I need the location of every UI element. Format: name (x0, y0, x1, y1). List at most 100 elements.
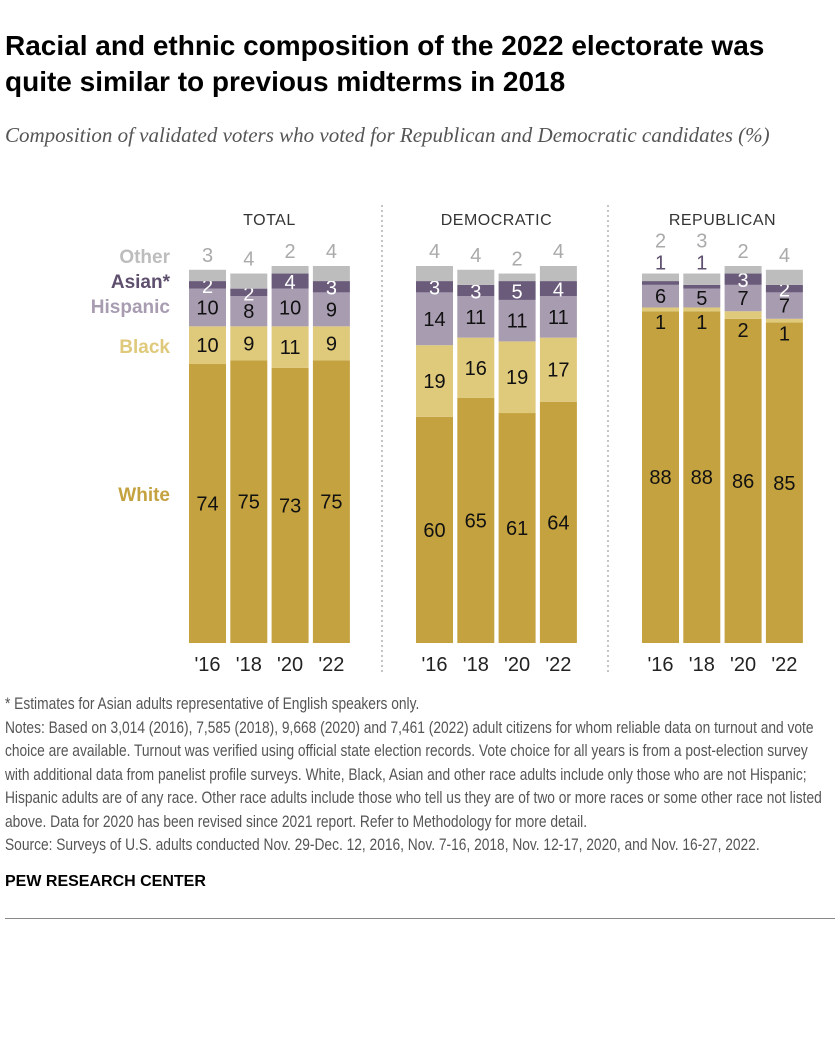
legend-label-white: White (118, 485, 170, 506)
bar-other (416, 266, 453, 282)
data-label-hispanic: 11 (465, 307, 486, 329)
bar-asian (724, 273, 762, 285)
bar-hispanic (765, 292, 803, 319)
x-tick-label: '22 (771, 654, 797, 676)
bar-other (765, 269, 803, 285)
data-label-other: 3 (696, 231, 707, 253)
bar-asian (189, 281, 226, 289)
bar-hispanic (230, 296, 268, 327)
bar-black (683, 307, 721, 312)
data-label-asian: 3 (326, 278, 337, 300)
bar-white (189, 364, 226, 643)
chart-header: Racial and ethnic composition of the 202… (5, 28, 835, 151)
x-tick-label: '22 (318, 654, 344, 676)
data-label-asian: 2 (779, 280, 790, 302)
x-tick-label: '18 (463, 654, 489, 676)
data-label-other: 3 (202, 245, 213, 267)
panel-title-total: TOTAL (243, 212, 296, 229)
bar-other (642, 273, 679, 282)
bar-black (271, 326, 309, 368)
bar-hispanic (683, 288, 721, 308)
bar-white (539, 401, 577, 643)
methodology-notes: Notes: Based on 3,014 (2016), 7,585 (201… (5, 718, 822, 831)
bar-asian (765, 284, 803, 293)
panel-title-democratic: DEMOCRATIC (441, 212, 552, 229)
bar-asian (271, 273, 309, 289)
bar-other (189, 269, 226, 282)
bar-white (457, 397, 495, 643)
data-label-white: 75 (238, 492, 260, 514)
bar-asian (642, 281, 679, 285)
stacked-bar-chart: WhiteBlackHispanicAsian*OtherTOTAL741010… (91, 205, 803, 676)
bar-white (683, 311, 721, 643)
data-label-hispanic: 7 (779, 296, 790, 318)
data-label-other: 4 (243, 249, 254, 271)
bar-black (416, 345, 453, 417)
data-label-black: 19 (423, 371, 445, 393)
data-label-black: 9 (243, 333, 254, 355)
data-label-hispanic: 14 (423, 309, 445, 331)
bar-other (724, 266, 762, 274)
bar-white (271, 367, 309, 643)
bar-white (312, 360, 350, 643)
data-label-white: 86 (732, 471, 754, 493)
bar-white (230, 360, 268, 643)
x-tick-label: '18 (689, 654, 715, 676)
data-label-black: 10 (196, 335, 218, 357)
bottom-rule (5, 917, 835, 919)
x-tick-label: '20 (730, 654, 756, 676)
data-label-other: 4 (779, 245, 790, 267)
data-label-white: 75 (320, 492, 342, 514)
bar-black (457, 337, 495, 398)
legend-label-asian: Asian* (111, 272, 171, 293)
bar-other (683, 273, 721, 285)
bar-other (230, 273, 268, 289)
panel-title-republican: REPUBLICAN (669, 212, 776, 229)
bar-black (724, 311, 762, 319)
bar-hispanic (498, 299, 536, 342)
data-label-hispanic: 9 (326, 299, 337, 321)
bar-white (724, 318, 762, 643)
bar-black (230, 326, 268, 361)
bar-hispanic (457, 296, 495, 338)
bar-hispanic (416, 292, 453, 346)
bar-asian (498, 281, 536, 300)
bar-other (539, 266, 577, 282)
data-label-black: 2 (738, 320, 749, 342)
bar-white (498, 413, 536, 643)
pew-logo-text: PEW RESEARCH CENTER (5, 872, 206, 890)
source-note: Source: Surveys of U.S. adults conducted… (5, 836, 760, 854)
chart-subtitle: Composition of validated voters who vote… (5, 123, 770, 147)
bar-asian (457, 284, 495, 297)
data-label-black: 17 (547, 360, 569, 382)
data-label-asian: 3 (429, 278, 440, 300)
bar-asian (312, 281, 350, 293)
data-label-white: 73 (279, 495, 301, 517)
bar-asian (683, 284, 721, 289)
bar-hispanic (539, 296, 577, 338)
bar-other (457, 269, 495, 285)
data-label-hispanic: 7 (738, 288, 749, 310)
data-label-asian: 4 (285, 272, 296, 294)
bar-black (765, 318, 803, 323)
data-label-black: 1 (655, 312, 666, 334)
bar-black (642, 307, 679, 312)
data-label-asian: 3 (470, 282, 481, 304)
data-label-other: 2 (655, 231, 666, 253)
data-label-black: 19 (506, 367, 528, 389)
bar-asian (539, 281, 577, 297)
data-label-white: 61 (506, 518, 528, 540)
data-label-asian: 4 (553, 280, 564, 302)
x-tick-label: '20 (277, 654, 303, 676)
data-label-black: 1 (696, 312, 707, 334)
data-label-hispanic: 10 (279, 297, 301, 319)
data-label-asian: 2 (243, 283, 254, 305)
notes-block: * Estimates for Asian adults representat… (5, 693, 835, 858)
footer: * Estimates for Asian adults representat… (5, 693, 835, 919)
data-label-other: 2 (512, 249, 523, 271)
bar-hispanic (724, 284, 762, 312)
data-label-asian: 1 (655, 253, 666, 275)
bar-black (189, 326, 226, 365)
bar-other (498, 273, 536, 282)
asian-footnote: * Estimates for Asian adults representat… (5, 695, 420, 713)
